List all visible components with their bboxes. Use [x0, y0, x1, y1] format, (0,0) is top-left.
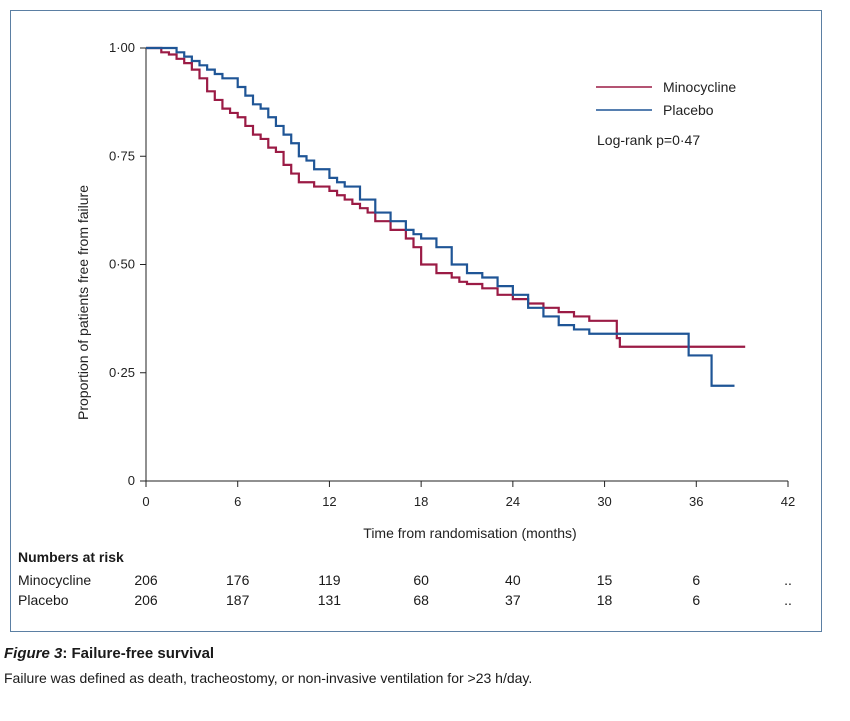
risk-cell: 131	[317, 592, 342, 608]
risk-cell: 40	[505, 572, 521, 588]
x-axis-title: Time from randomisation (months)	[363, 525, 576, 541]
figure-title: : Failure-free survival	[62, 645, 215, 662]
risk-cell: 15	[596, 572, 613, 588]
numbers-at-risk-title: Numbers at risk	[18, 549, 124, 565]
x-tick-label: 18	[414, 494, 428, 509]
risk-cell: 206	[134, 572, 158, 588]
risk-row-label: Minocycline	[18, 572, 92, 588]
y-axis-title: Proportion of patients free from failure	[75, 185, 91, 420]
y-tick-label: 0·25	[109, 365, 135, 380]
risk-cell: 37	[505, 592, 521, 608]
risk-cell: 176	[226, 572, 250, 588]
risk-cell: 18	[596, 592, 613, 608]
y-tick-label: 0	[128, 473, 135, 488]
x-tick-label: 12	[322, 494, 336, 509]
risk-cell: 206	[134, 592, 158, 608]
figure-label: Figure 3	[4, 645, 63, 662]
log-rank-annotation: Log-rank p=0·47	[597, 132, 700, 148]
series-line-minocycline	[146, 46, 746, 348]
x-tick-label: 36	[689, 494, 703, 509]
risk-cell: 6	[692, 592, 701, 608]
figure-frame	[10, 10, 822, 632]
survival-chart: 0 0·25 0·50 0·75 1·00 0 6 12 18 24 30 36 42 Time from…	[75, 40, 795, 541]
legend-label-placebo: Placebo	[663, 102, 714, 118]
risk-cell: 119	[318, 572, 341, 588]
x-tick-label: 0	[142, 494, 149, 509]
y-tick-label: 0·50	[109, 257, 135, 272]
risk-cell: ..	[784, 592, 792, 608]
legend-label-minocycline: Minocycline	[663, 79, 736, 95]
risk-cell: 60	[413, 572, 429, 588]
x-tick-label: 24	[506, 494, 520, 509]
x-tick-label: 30	[597, 494, 611, 509]
risk-cell: 187	[226, 592, 250, 608]
risk-cell: 68	[413, 592, 429, 608]
figure-caption-text: Failure was defined as death, tracheosto…	[4, 670, 533, 686]
y-tick-label: 0·75	[109, 148, 135, 163]
x-tick-label: 42	[781, 494, 795, 509]
risk-row-label: Placebo	[18, 592, 69, 608]
figure-caption-title: Figure 3: Failure-free survival	[4, 645, 214, 662]
x-tick-label: 6	[234, 494, 241, 509]
risk-cell: 6	[692, 572, 701, 588]
risk-cell: ..	[784, 572, 792, 588]
series-line-placebo	[146, 46, 735, 387]
y-tick-label: 1·00	[109, 40, 135, 55]
